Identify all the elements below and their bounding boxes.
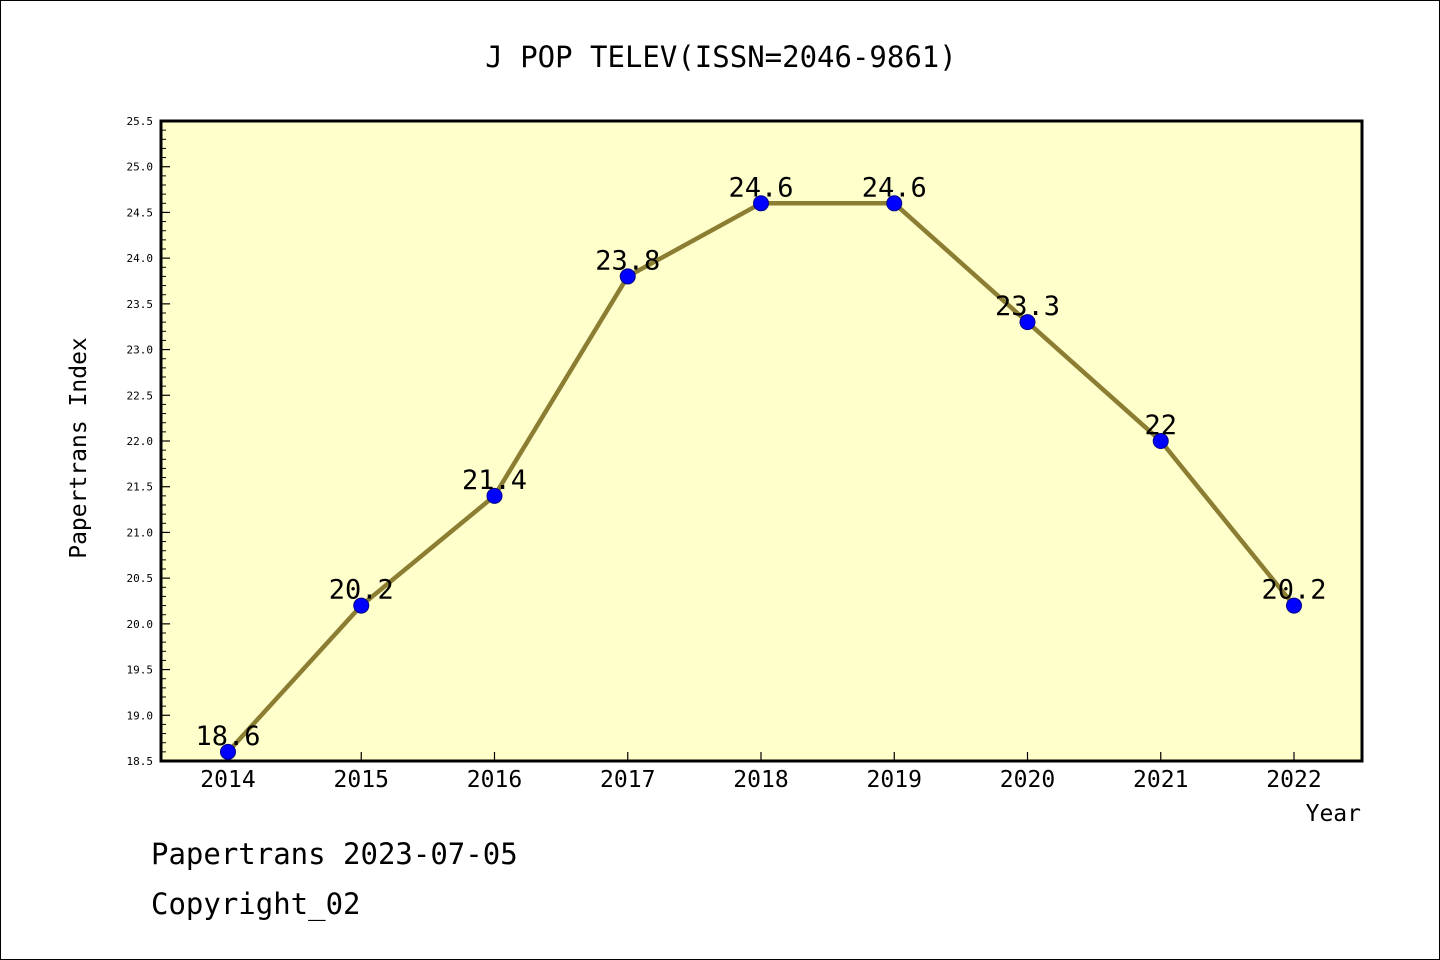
data-label: 23.3 (995, 291, 1060, 322)
x-tick-label: 2021 (1133, 767, 1188, 793)
y-tick-label: 22.5 (127, 389, 154, 402)
data-point (753, 195, 769, 212)
x-tick-label: 2016 (467, 767, 522, 793)
x-axis-label: Year (1306, 801, 1361, 827)
footer-date-text: Papertrans 2023-07-05 (151, 837, 518, 871)
data-label: 21.4 (462, 465, 527, 496)
chart-title: J POP TELEV(ISSN=2046-9861) (485, 40, 956, 74)
y-tick-label: 20.0 (127, 618, 154, 631)
data-label: 22 (1144, 410, 1177, 441)
x-tick-label: 2018 (733, 767, 788, 793)
y-tick-label: 19.5 (127, 664, 154, 677)
data-markers (220, 195, 1302, 760)
y-tick-label: 21.0 (127, 526, 154, 539)
y-tick-label: 25.0 (127, 161, 154, 174)
data-point (220, 743, 236, 760)
data-point (486, 487, 503, 504)
x-tick-label: 2017 (600, 767, 655, 793)
data-label: 20.2 (1261, 575, 1326, 606)
y-tick-label: 22.0 (127, 435, 154, 448)
y-axis: 18.5 19.0 19.5 20.0 20.5 21.0 21.5 22.0 22.5 23.0… (127, 115, 170, 768)
y-tick-label: 24.5 (127, 206, 154, 219)
data-point (619, 268, 636, 285)
y-tick-label: 18.5 (127, 755, 154, 768)
data-point (1152, 433, 1169, 449)
data-label: 20.2 (329, 575, 394, 606)
x-tick-label: 2015 (334, 767, 389, 793)
y-tick-label: 19.0 (127, 709, 154, 722)
x-tick-label: 2014 (200, 767, 255, 793)
y-tick-label: 25.5 (127, 115, 154, 128)
y-tick-label: 23.5 (127, 298, 154, 311)
data-labels: 18.6 20.2 21.4 23.8 24.6 24.6 23.3 22 20.2 (195, 172, 1326, 752)
y-tick-label: 24.0 (127, 252, 154, 265)
data-point (1019, 314, 1036, 331)
data-label: 18.6 (195, 721, 260, 752)
data-label: 23.8 (595, 245, 660, 276)
y-axis-label: Papertrans Index (66, 337, 92, 559)
data-label: 24.6 (728, 172, 793, 203)
footer-copyright-text: Copyright_02 (151, 887, 361, 921)
data-point (1286, 597, 1302, 614)
data-point (353, 597, 370, 614)
y-tick-label: 23.0 (127, 344, 154, 357)
x-axis: 2014 2015 2016 2017 2018 2019 2020 2021 2022 (200, 752, 1322, 793)
x-tick-label: 2020 (1000, 767, 1055, 793)
plot-area (159, 119, 1364, 763)
y-tick-label: 20.5 (127, 572, 154, 585)
y-tick-label: 21.5 (127, 481, 154, 494)
data-point (886, 195, 903, 212)
x-tick-label: 2022 (1266, 767, 1321, 793)
x-tick-label: 2019 (867, 767, 922, 793)
data-label: 24.6 (862, 172, 927, 203)
